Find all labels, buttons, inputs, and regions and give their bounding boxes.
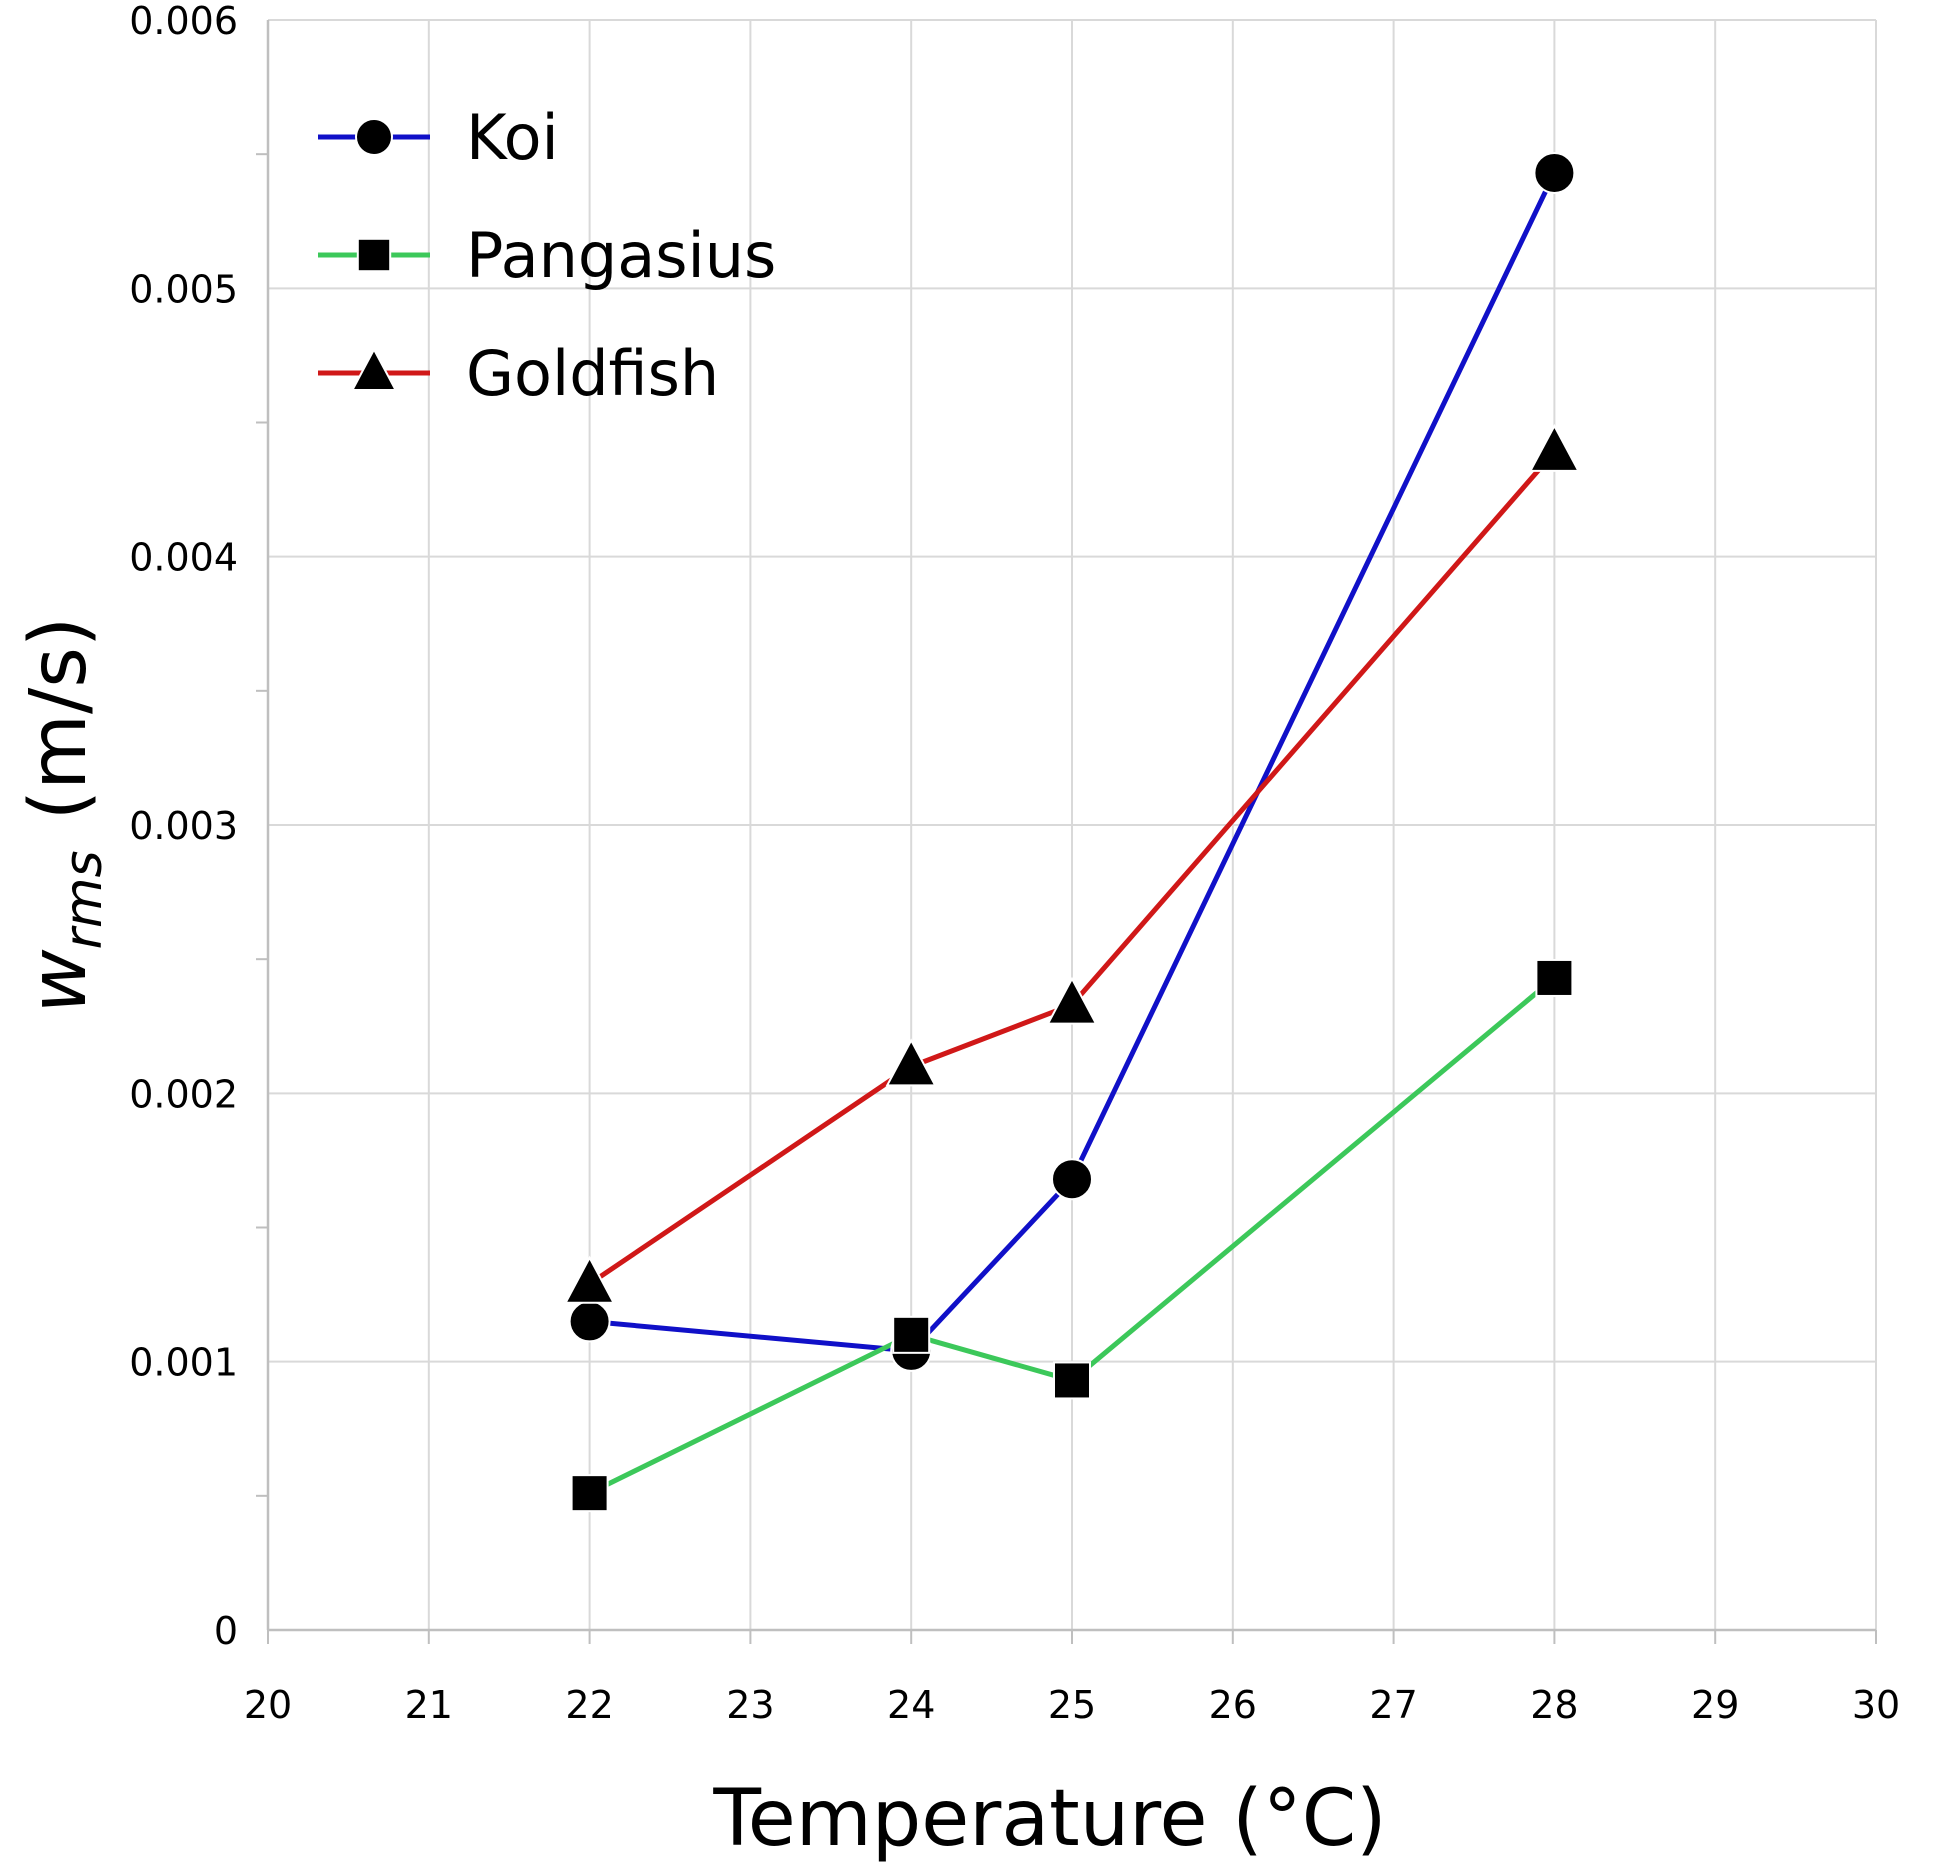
y-tick-label: 0.001: [129, 1341, 238, 1385]
series-line-pangasius: [588, 976, 1557, 1496]
x-tick-label: 24: [887, 1683, 935, 1727]
data-point-goldfish: [1046, 976, 1098, 1025]
legend-label-koi: Koi: [466, 101, 559, 174]
x-axis-title: Temperature (°C): [712, 1774, 1386, 1864]
x-tick-label: 25: [1048, 1683, 1096, 1727]
data-point-pangasius: [892, 1315, 931, 1354]
legend-item-goldfish: Goldfish: [318, 337, 719, 410]
series-lines: [588, 171, 1557, 1496]
x-tick-label: 30: [1852, 1683, 1900, 1727]
legend-marker-goldfish: [350, 347, 398, 392]
y-tick-label: 0.002: [129, 1072, 238, 1116]
y-tick-label: 0.006: [129, 0, 238, 43]
x-tick-label: 26: [1209, 1683, 1257, 1727]
x-tick-label: 28: [1530, 1683, 1578, 1727]
y-tick-label: 0: [214, 1609, 238, 1653]
y-axis-title-subscript: rms: [54, 850, 114, 949]
y-tick-label: 0.005: [129, 267, 238, 311]
legend-item-koi: Koi: [318, 101, 559, 174]
data-point-koi: [568, 1300, 611, 1343]
data-point-goldfish: [563, 1255, 616, 1304]
data-point-pangasius: [1053, 1361, 1091, 1400]
axes: [256, 20, 1877, 1644]
y-tick-label: 0.003: [129, 804, 238, 848]
data-point-goldfish: [885, 1038, 937, 1087]
series-line-goldfish: [588, 450, 1557, 1286]
data-point-koi: [1051, 1158, 1093, 1201]
data-point-pangasius: [1535, 958, 1574, 997]
y-axis-title: wrms (m/s): [14, 617, 114, 1014]
x-tick-label: 29: [1691, 1683, 1739, 1727]
tick-labels: 20 21 22 23 24 25 26 27 28 29 30 0 0.001 0.002 0.003 0.…: [129, 0, 1900, 1727]
y-axis-title-unit: (m/s): [14, 617, 104, 821]
legend-item-pangasius: Pangasius: [318, 219, 776, 292]
svg-text:wrms(m/s): wrms (m/s): [14, 617, 114, 1014]
legend-label-goldfish: Goldfish: [466, 337, 719, 410]
x-tick-label: 22: [565, 1683, 613, 1727]
legend-marker-pangasius: [356, 237, 392, 273]
x-tick-label: 23: [726, 1683, 774, 1727]
series-line-koi: [589, 171, 1557, 1354]
x-tick-label: 21: [405, 1683, 453, 1727]
y-axis-title-main: w: [14, 949, 104, 1013]
data-point-goldfish: [1528, 423, 1581, 472]
x-tick-label: 27: [1369, 1683, 1417, 1727]
legend: Koi Pangasius Goldfish: [318, 101, 776, 410]
legend-label-pangasius: Pangasius: [466, 219, 776, 292]
data-point-koi: [1533, 151, 1576, 194]
x-tick-label: 20: [244, 1683, 292, 1727]
data-point-pangasius: [570, 1474, 609, 1513]
y-tick-label: 0.004: [129, 536, 238, 580]
series-markers: [563, 151, 1581, 1513]
legend-marker-koi: [355, 118, 393, 156]
